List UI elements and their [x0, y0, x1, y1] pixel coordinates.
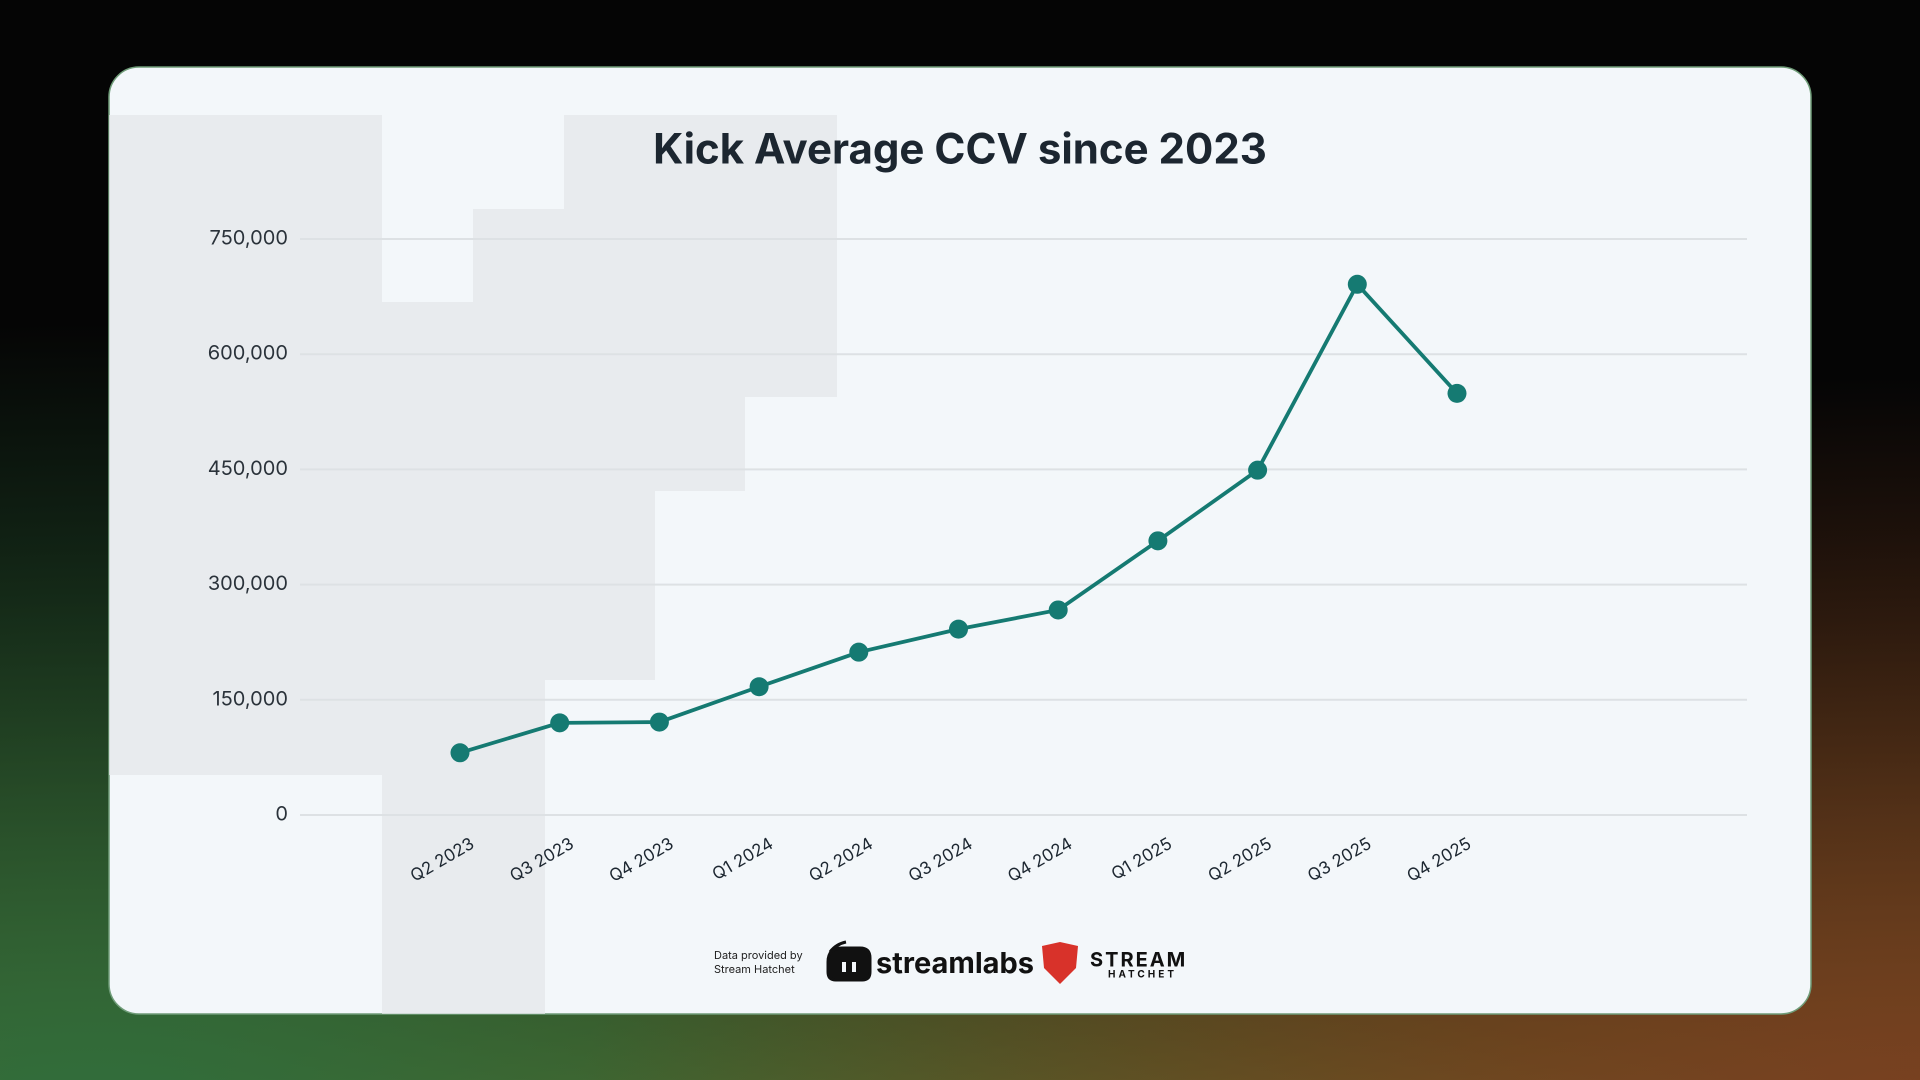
brand-hatchet: HATCHET [1108, 969, 1177, 981]
y-tick-label: 0 [275, 801, 288, 825]
decor-blocks [109, 115, 837, 1014]
point [1447, 383, 1467, 403]
point [649, 712, 669, 732]
point [1048, 600, 1068, 620]
point [450, 743, 470, 763]
chart-title: Kick Average CCV since 2023 [653, 123, 1267, 174]
y-tick-label: 300,000 [208, 571, 288, 595]
point [949, 619, 968, 639]
point [1347, 274, 1367, 294]
brand-streamlabs: streamlabs [876, 945, 1034, 980]
credit: Stream Hatchet [714, 962, 795, 976]
y-tick-label: 450,000 [208, 456, 288, 480]
point [1148, 531, 1168, 551]
point [749, 677, 769, 697]
streamhatchet-icon [1042, 942, 1078, 984]
y-tick-label: 600,000 [208, 341, 288, 365]
y-tick-label: 150,000 [212, 686, 288, 710]
point [550, 713, 570, 733]
point [1248, 460, 1268, 480]
brand-stream: STREAM [1090, 947, 1187, 971]
y-tick-label: 750,000 [210, 225, 289, 249]
streamlabs-icon [826, 940, 872, 982]
streamlabs-icon-eye [842, 962, 846, 972]
streamlabs-icon-eye [852, 962, 856, 972]
credit: Data provided by [714, 948, 803, 962]
point [849, 642, 869, 662]
